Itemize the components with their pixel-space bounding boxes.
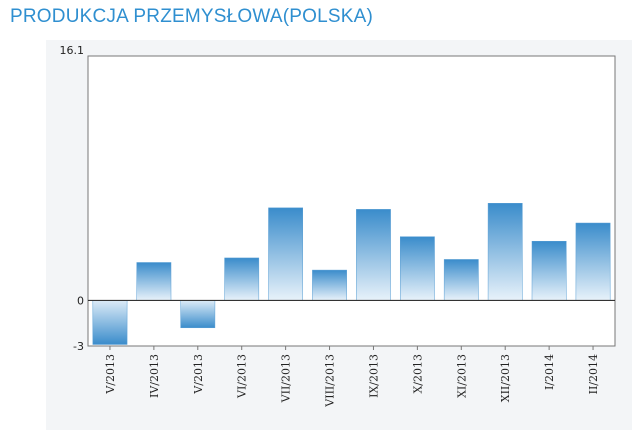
bar-1 (136, 262, 172, 301)
x-tick-label: XII/2013 (499, 354, 512, 402)
x-tick-label: V/2013 (104, 354, 117, 395)
y-tick-label: -3 (73, 340, 84, 353)
bar-9 (487, 203, 523, 301)
x-tick-label: X/2013 (411, 354, 424, 394)
chart-title: PRODUKCJA PRZEMYSŁOWA(POLSKA) (10, 6, 373, 27)
plot-area (87, 55, 616, 347)
x-tick-label: V/2013 (192, 354, 205, 395)
x-tick-label: IV/2013 (148, 354, 161, 398)
bar-8 (443, 259, 479, 301)
x-tick-label: VIII/2013 (324, 354, 337, 408)
bar-7 (399, 236, 435, 301)
x-tick-label: I/2014 (543, 354, 556, 390)
bar-3 (224, 257, 260, 301)
bar-10 (531, 240, 567, 301)
x-tick-label: VII/2013 (280, 354, 293, 403)
bar-11 (575, 222, 611, 301)
bar-2 (180, 300, 216, 329)
bar-0 (92, 300, 128, 345)
bar-5 (312, 269, 347, 301)
x-tick-label: XI/2013 (455, 354, 468, 398)
y-tick-label: 0 (77, 294, 84, 307)
bar-4 (268, 207, 304, 301)
x-tick-label: IX/2013 (367, 354, 380, 398)
y-tick-label: 16.1 (60, 44, 85, 57)
x-tick-label: VI/2013 (236, 354, 249, 399)
bar-6 (356, 209, 391, 301)
x-tick-label: II/2014 (587, 354, 600, 394)
